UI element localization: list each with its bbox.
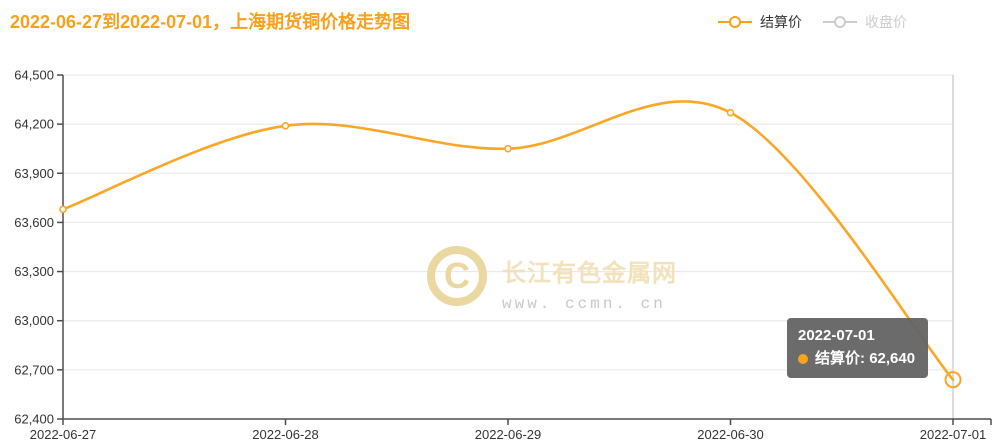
data-point[interactable]: [59, 205, 67, 214]
y-axis-label: 63,000: [14, 313, 54, 328]
legend-item-label: 结算价: [760, 14, 802, 30]
legend-item-label: 收盘价: [865, 14, 907, 30]
y-axis-label: 64,500: [14, 68, 54, 83]
y-axis-label: 62,700: [14, 362, 54, 377]
data-point[interactable]: [726, 108, 735, 117]
y-axis-label: 63,300: [14, 264, 54, 279]
legend-marker-icon: [823, 16, 857, 28]
legend-item-closing[interactable]: 收盘价: [822, 12, 907, 32]
legend-item-settlement[interactable]: 结算价: [717, 12, 802, 32]
x-axis-label: 2022-06-27: [30, 427, 97, 442]
y-axis-label: 64,200: [14, 117, 54, 132]
data-point[interactable]: [504, 144, 512, 153]
x-axis-label: 2022-07-01: [920, 427, 987, 442]
data-point[interactable]: [281, 121, 290, 130]
legend: 结算价 收盘价: [717, 12, 907, 32]
series-line-settlement: [61, 100, 955, 381]
data-point-highlighted[interactable]: [944, 371, 962, 389]
y-axis-label: 62,400: [14, 412, 54, 427]
x-axis-label: 2022-06-30: [697, 427, 764, 442]
legend-marker-icon: [718, 16, 752, 28]
y-axis-label: 63,900: [14, 166, 54, 181]
x-axis-label: 2022-06-29: [475, 427, 542, 442]
page-title: 2022-06-27到2022-07-01，上海期货铜价格走势图: [10, 12, 411, 32]
y-axis-label: 63,600: [14, 215, 54, 230]
x-axis-label: 2022-06-28: [252, 427, 319, 442]
